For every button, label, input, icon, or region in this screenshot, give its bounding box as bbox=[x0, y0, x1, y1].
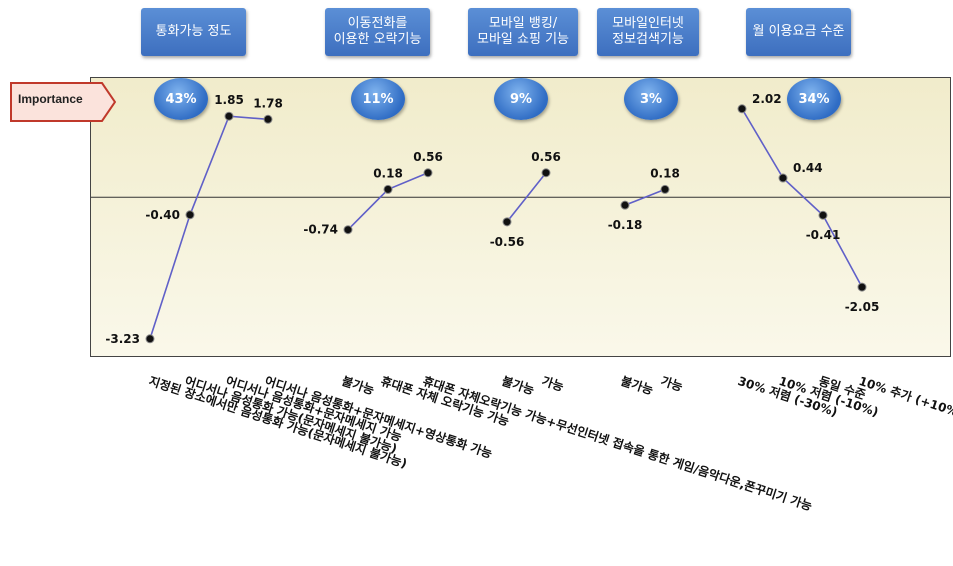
series-line-5 bbox=[741, 108, 863, 288]
value-label-4-2: 0.18 bbox=[650, 166, 680, 180]
data-point-4-1 bbox=[620, 200, 630, 210]
data-point-1-3 bbox=[224, 111, 234, 121]
value-label-5-1: 2.02 bbox=[752, 92, 782, 106]
importance-bubble-internet: 3% bbox=[624, 78, 678, 120]
value-label-1-2: -0.40 bbox=[145, 208, 180, 222]
value-label-1-3: 1.85 bbox=[214, 93, 244, 107]
series-line-1 bbox=[149, 115, 269, 340]
data-point-3-1 bbox=[502, 217, 512, 227]
importance-bubble-entertainment: 11% bbox=[351, 78, 405, 120]
value-label-1-4: 1.78 bbox=[253, 96, 283, 110]
attribute-box-call: 통화가능 정도 bbox=[141, 8, 246, 56]
value-label-1-1: -3.23 bbox=[105, 332, 140, 346]
data-point-1-2 bbox=[185, 210, 195, 220]
data-point-2-2 bbox=[383, 184, 393, 194]
data-point-5-1 bbox=[737, 104, 747, 114]
data-point-2-1 bbox=[343, 225, 353, 235]
value-label-2-2: 0.18 bbox=[373, 166, 403, 180]
value-label-3-2: 0.56 bbox=[531, 150, 561, 164]
importance-bubble-call: 43% bbox=[154, 78, 208, 120]
value-label-2-3: 0.56 bbox=[413, 150, 443, 164]
importance-bubble-banking: 9% bbox=[494, 78, 548, 120]
value-label-5-3: -0.41 bbox=[806, 228, 841, 242]
attribute-box-banking: 모바일 뱅킹/ 모바일 쇼핑 기능 bbox=[468, 8, 578, 56]
series-line-3 bbox=[506, 172, 547, 223]
data-point-1-4 bbox=[263, 114, 273, 124]
importance-label: Importance bbox=[18, 92, 83, 106]
value-label-5-4: -2.05 bbox=[845, 300, 880, 314]
value-label-2-1: -0.74 bbox=[303, 223, 338, 237]
attribute-box-fee: 월 이용요금 수준 bbox=[746, 8, 851, 56]
series-line-2 bbox=[347, 172, 429, 231]
importance-bubble-fee: 34% bbox=[787, 78, 841, 120]
importance-tag-shape bbox=[10, 82, 116, 122]
data-point-5-2 bbox=[778, 173, 788, 183]
data-point-2-3 bbox=[423, 168, 433, 178]
attribute-box-internet: 모바일인터넷 정보검색기능 bbox=[597, 8, 699, 56]
plot-area bbox=[90, 77, 951, 357]
value-label-5-2: 0.44 bbox=[793, 161, 823, 175]
value-label-4-1: -0.18 bbox=[608, 218, 643, 232]
data-point-3-2 bbox=[541, 168, 551, 178]
data-point-1-1 bbox=[145, 334, 155, 344]
data-point-5-3 bbox=[818, 210, 828, 220]
data-point-5-4 bbox=[857, 282, 867, 292]
value-label-3-1: -0.56 bbox=[490, 235, 525, 249]
series-line-4 bbox=[624, 188, 666, 206]
data-point-4-2 bbox=[660, 184, 670, 194]
attribute-box-entertainment: 이동전화를 이용한 오락기능 bbox=[325, 8, 430, 56]
